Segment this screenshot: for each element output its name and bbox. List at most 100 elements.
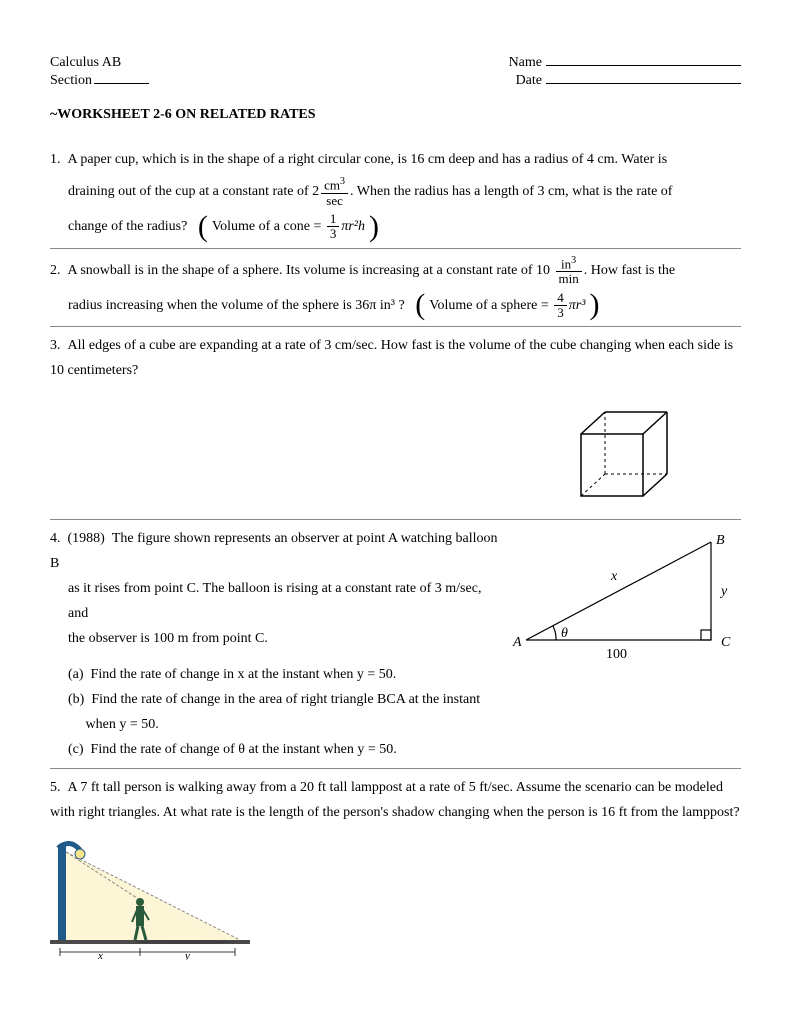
q5-number: 5. <box>50 780 61 795</box>
problem-1: 1. A paper cup, which is in the shape of… <box>50 147 741 242</box>
q2-frac-den: 3 <box>554 306 567 320</box>
q4-text-block: 4. (1988) The figure shown represents an… <box>50 526 499 763</box>
q4-b-text-2: when y = 50. <box>86 717 159 732</box>
date-field: Date <box>516 73 741 89</box>
q4-c-label: (c) <box>68 742 84 757</box>
q1-rate-num: cm <box>324 178 340 193</box>
right-paren-icon: ) <box>369 215 379 239</box>
q4-subparts: (a) Find the rate of change in x at the … <box>50 662 499 763</box>
q4-part-a: (a) Find the rate of change in x at the … <box>68 662 499 687</box>
problem-2: 2. A snowball is in the shape of a spher… <box>50 255 741 321</box>
q4-intro-c: the observer is 100 m from point C. <box>50 626 268 651</box>
q4-c-text: Find the rate of change of θ at the inst… <box>91 742 397 757</box>
q1-line3: change of the radius? ( Volume of a cone… <box>50 212 741 242</box>
date-blank[interactable] <box>546 83 741 84</box>
triangle-label-theta: θ <box>561 626 568 641</box>
q4-part-b: (b) Find the rate of change in the area … <box>68 687 499 737</box>
lamppost-diagram-container: x y <box>50 840 741 965</box>
triangle-label-A: A <box>512 635 522 650</box>
q1-rate-coef: 2 <box>312 184 319 199</box>
header-row-2: Section Date <box>50 73 741 89</box>
q1-frac-den: 3 <box>327 227 340 241</box>
q4-part-c: (c) Find the rate of change of θ at the … <box>68 737 499 762</box>
q2-text-a: A snowball is in the shape of a sphere. … <box>68 263 554 278</box>
triangle-label-y: y <box>719 584 728 599</box>
problem-5: 5. A 7 ft tall person is walking away fr… <box>50 775 741 825</box>
q1-text-d: change of the radius? <box>68 219 187 234</box>
q2-formula-paren: ( Volume of a sphere = 4 3 πr³ ) <box>415 291 599 321</box>
q2-number: 2. <box>50 263 61 278</box>
triangle-label-B: B <box>716 533 725 548</box>
q2-text-c: radius increasing when the volume of the… <box>68 298 405 313</box>
q3-text: All edges of a cube are expanding at a r… <box>50 338 733 378</box>
q4-intro-b: as it rises from point C. The balloon is… <box>50 576 499 626</box>
q4-number: 4. <box>50 531 61 546</box>
worksheet-title: ~WORKSHEET 2-6 ON RELATED RATES <box>50 107 741 123</box>
q2-line2: radius increasing when the volume of the… <box>50 291 741 321</box>
q3-number: 3. <box>50 338 61 353</box>
q4-year: (1988) <box>68 531 105 546</box>
q1-rate-sup: 3 <box>340 176 345 187</box>
divider-4 <box>50 768 741 769</box>
name-blank[interactable] <box>546 65 741 66</box>
q1-formula-label: Volume of a cone = <box>212 219 322 234</box>
date-label: Date <box>516 73 542 89</box>
q4-a-text: Find the rate of change in x at the inst… <box>91 667 397 682</box>
divider-1 <box>50 248 741 249</box>
q2-rate-frac: in3 min <box>556 255 582 287</box>
course-label: Calculus AB <box>50 55 121 71</box>
name-label: Name <box>509 55 542 71</box>
divider-3 <box>50 519 741 520</box>
divider-2 <box>50 326 741 327</box>
lamppost-label-y: y <box>184 950 190 960</box>
q1-rate-den: sec <box>321 194 348 208</box>
name-field: Name <box>509 55 741 71</box>
triangle-label-x: x <box>610 569 618 584</box>
problem-4: 4. (1988) The figure shown represents an… <box>50 526 741 763</box>
q1-text-a: A paper cup, which is in the shape of a … <box>68 152 668 167</box>
q2-formula-frac: 4 3 <box>554 291 567 321</box>
q1-line2: draining out of the cup at a constant ra… <box>50 176 741 208</box>
q2-frac-num: 4 <box>554 291 567 306</box>
worksheet-page: Calculus AB Name Section Date ~WORKSHEET… <box>0 0 791 1024</box>
q1-rate-frac: cm3 sec <box>321 176 348 208</box>
q2-rate-sup: 3 <box>571 255 576 266</box>
section-blank[interactable] <box>94 83 149 84</box>
q1-formula-tail: πr²h <box>341 219 365 234</box>
course-text: Calculus AB <box>50 55 121 71</box>
triangle-diagram-container: B A C x y θ 100 <box>511 530 741 679</box>
lamppost-diagram: x y <box>50 840 250 960</box>
q2-text-b: . How fast is the <box>584 263 675 278</box>
cube-diagram-container <box>50 404 741 509</box>
q1-formula-frac: 1 3 <box>327 212 340 242</box>
triangle-diagram: B A C x y θ 100 <box>511 530 741 670</box>
q1-frac-num: 1 <box>327 212 340 227</box>
triangle-label-C: C <box>721 635 731 650</box>
q2-formula-label: Volume of a sphere = <box>429 298 549 313</box>
section-label: Section <box>50 73 92 89</box>
q1-text-c: . When the radius has a length of 3 cm, … <box>350 184 672 199</box>
lamppost-pole <box>58 846 66 942</box>
q2-rate-den: min <box>556 272 582 286</box>
section-field: Section <box>50 73 149 89</box>
q4-b-label: (b) <box>68 692 84 707</box>
q1-text-b: draining out of the cup at a constant ra… <box>68 184 312 199</box>
lamppost-label-x: x <box>97 950 103 960</box>
q4-a-label: (a) <box>68 667 84 682</box>
q5-text: A 7 ft tall person is walking away from … <box>50 780 740 820</box>
q4-intro-a: The figure shown represents an observer … <box>50 531 498 571</box>
header-row-1: Calculus AB Name <box>50 55 741 71</box>
left-paren-icon: ( <box>415 293 425 317</box>
left-paren-icon: ( <box>198 215 208 239</box>
cube-diagram <box>571 404 681 504</box>
dimension-lines <box>60 948 235 956</box>
right-paren-icon: ) <box>589 293 599 317</box>
problem-3: 3. All edges of a cube are expanding at … <box>50 333 741 383</box>
shadow-icon <box>135 940 235 944</box>
triangle-label-base: 100 <box>606 647 627 662</box>
q1-number: 1. <box>50 152 61 167</box>
q2-rate-num: in <box>561 256 571 271</box>
q1-formula-paren: ( Volume of a cone = 1 3 πr²h ) <box>198 212 379 242</box>
q2-formula-tail: πr³ <box>569 298 586 313</box>
q4-b-text-1: Find the rate of change in the area of r… <box>91 692 480 707</box>
